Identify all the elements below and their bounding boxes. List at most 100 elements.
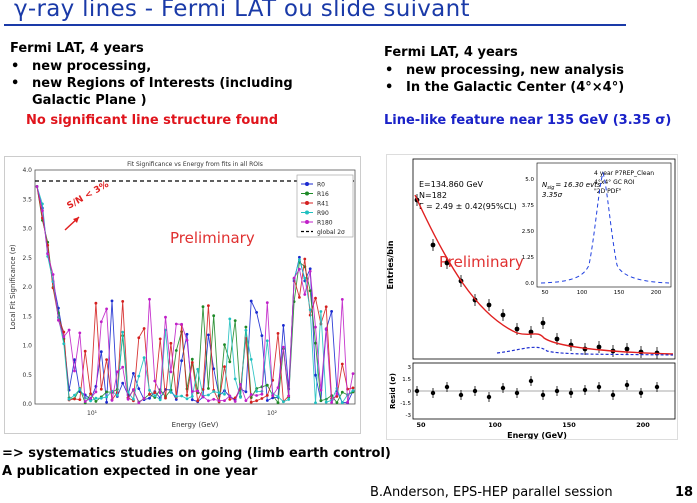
inset-sigma: 3.35σ <box>542 191 563 199</box>
inset-y-tick: 5.0 <box>525 177 534 183</box>
resid-point <box>500 385 506 391</box>
left-watermark: Preliminary <box>170 229 255 247</box>
resid-y-label: Resid (σ) <box>389 373 397 409</box>
left-y-tick: 0.5 <box>22 372 32 379</box>
data-point <box>486 302 492 308</box>
fit-curve <box>414 194 674 355</box>
right-column: Fermi LAT, 4 years • new processing, new … <box>384 44 694 129</box>
right-info-line: E=134.860 GeV <box>419 180 484 189</box>
footer: B.Anderson, EPS-HEP parallel session <box>370 485 613 500</box>
resid-point <box>638 390 644 396</box>
data-point <box>554 336 560 342</box>
data-point <box>596 344 602 350</box>
left-y-tick: 2.0 <box>22 284 32 291</box>
legend-swatch <box>305 191 309 196</box>
resid-point <box>610 392 616 398</box>
left-y-tick: 4.0 <box>22 167 32 174</box>
left-y-tick: 2.5 <box>22 255 32 262</box>
resid-y-tick: 3 <box>408 365 412 371</box>
resid-point <box>540 392 546 398</box>
resid-point <box>528 378 534 384</box>
left-result: No significant line structure found <box>26 113 279 128</box>
inset-nsig: Nsig= 16.30 evts <box>542 181 601 191</box>
data-point <box>528 329 534 335</box>
bullet-icon: • <box>11 59 20 74</box>
right-x-tick: 100 <box>488 421 502 429</box>
left-legend-entries: R0 R16 R41 R90 R180 global 2σ <box>301 182 345 236</box>
right-result: Line-like feature near 135 GeV (3.35 σ) <box>384 113 672 128</box>
slide-title: γ-ray lines - Fermi LAT ou slide suivant <box>14 0 470 22</box>
legend-label: R0 <box>317 182 325 189</box>
inset-y-tick: 3.75 <box>522 203 535 209</box>
inset-x-tick: 150 <box>614 290 625 296</box>
resid-point <box>414 388 420 394</box>
right-y-label: Entries/bin <box>387 240 395 289</box>
resid-point <box>430 390 436 396</box>
list-item: • new processing, <box>11 59 152 74</box>
data-point <box>430 242 436 248</box>
list-item: • In the Galactic Center (4°×4°) <box>385 80 625 95</box>
right-info-line: Γ = 2.49 ± 0.42(95%CL) <box>419 202 517 211</box>
legend-label: R16 <box>317 191 329 198</box>
resid-point <box>458 392 464 398</box>
line-component-curve <box>496 346 674 356</box>
bullet-icon: • <box>385 80 394 95</box>
right-x-ticks: 50 100 150 200 <box>416 421 650 429</box>
series-line <box>36 186 354 404</box>
right-x-tick: 50 <box>416 421 426 429</box>
legend-swatch <box>305 182 309 186</box>
data-point <box>500 312 506 318</box>
left-bullets: • new processing, • new Regions of Interes… <box>10 58 340 109</box>
inset-y-tick: 0.0 <box>525 281 534 287</box>
list-item: • new processing, new analysis <box>385 63 625 78</box>
left-figure: Fit Significance vs Energy from fits in … <box>4 156 361 434</box>
data-point <box>514 326 520 332</box>
bottom-line-2: A publication expected in one year <box>2 464 258 479</box>
resid-point <box>554 388 560 394</box>
left-column: Fermi LAT, 4 years • new processing, • new… <box>10 40 340 129</box>
resid-point <box>444 384 450 390</box>
inset-axes <box>536 162 672 288</box>
legend-label: R41 <box>317 201 329 208</box>
left-plot-title: Fit Significance vs Energy from fits in … <box>127 161 263 168</box>
inset-y-tick: 1.25 <box>522 255 535 261</box>
left-y-tick: 1.5 <box>22 313 32 320</box>
left-y-tick: 3.5 <box>22 196 32 203</box>
resid-y-tick: -1.5 <box>400 401 411 407</box>
left-y-tick: 1.0 <box>22 343 32 350</box>
resid-series: 3 1.5 0 -1.5 -3 <box>400 365 675 419</box>
right-heading: Fermi LAT, 4 years <box>384 45 518 60</box>
right-x-tick: 200 <box>636 421 650 429</box>
title-underline <box>4 24 626 26</box>
left-x-label: Energy (GeV) <box>172 421 219 429</box>
left-x-tick: 10² <box>267 410 278 417</box>
data-point <box>444 260 450 266</box>
resid-y-tick: -3 <box>406 413 412 419</box>
legend-swatch <box>305 220 309 224</box>
resid-point <box>568 390 574 396</box>
inset-line: 4 year P7REP_Clean <box>594 170 654 177</box>
data-point <box>540 320 546 326</box>
fit-significance-plot: Fit Significance vs Energy from fits in … <box>9 161 356 429</box>
legend-label: R90 <box>317 210 329 217</box>
left-heading: Fermi LAT, 4 years <box>10 41 144 56</box>
legend-swatch <box>305 210 309 215</box>
resid-point <box>486 394 492 400</box>
data-point <box>624 346 630 352</box>
left-x-tick: 10¹ <box>87 410 98 417</box>
resid-point <box>514 390 520 396</box>
inset-pdf-curve <box>540 171 670 284</box>
legend-label: R180 <box>317 220 333 227</box>
bullet-icon: • <box>11 76 20 91</box>
sn-arrowhead <box>73 217 79 223</box>
resid-y-tick: 1.5 <box>402 377 411 383</box>
right-bullets: • new processing, new analysis • In the Ga… <box>384 62 694 96</box>
left-y-ticks: 0.0 0.5 1.0 1.5 2.0 2.5 3.0 3.5 4.0 <box>22 167 32 408</box>
inset-x-tick: 50 <box>542 290 549 296</box>
bottom-line-1: => systematics studies on going (limb ea… <box>2 446 391 461</box>
resid-point <box>582 387 588 393</box>
line-feature-plot: Entries/bin E=134.860 GeV N=182 Γ = 2.49… <box>386 158 676 440</box>
resid-point <box>654 384 660 390</box>
left-series-group <box>35 185 355 405</box>
resid-point <box>624 382 630 388</box>
